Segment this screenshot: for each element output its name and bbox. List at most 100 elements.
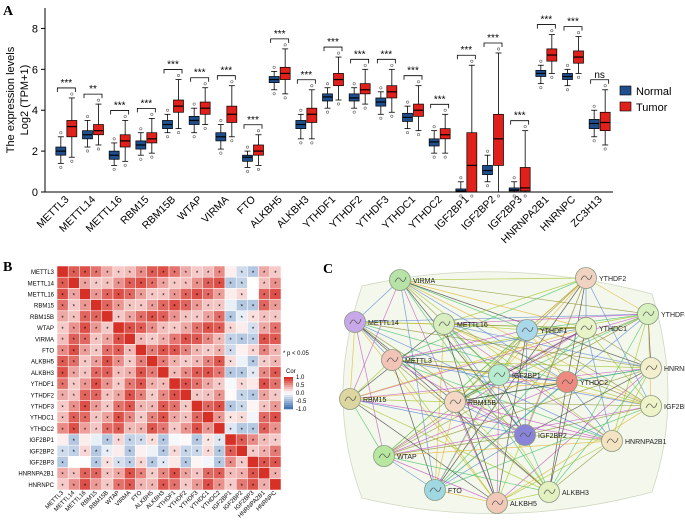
significance-star: * [73,394,76,400]
network-edge [383,434,526,457]
significance-star: * [263,405,266,411]
network-node-label: METTL16 [457,322,488,329]
outlier-point [459,194,463,198]
protein-structure-icon [645,402,658,409]
network-node-label: WTAP [397,454,417,461]
y-tick-label: 4 [32,105,38,117]
outlier-point [512,176,516,180]
significance-star: * [196,383,199,389]
protein-structure-icon [580,324,593,331]
significance-star: * [252,338,255,344]
significance-star: * [252,428,255,434]
outlier-point [470,194,474,198]
significance-star: * [162,293,165,299]
network-node [575,267,597,289]
significance-star: * [61,372,64,378]
box-normal [242,154,253,162]
outlier-point [325,82,329,86]
significance-star: * [84,305,87,311]
significance-star: * [84,394,87,400]
network-edge [349,398,456,403]
significance-star: * [185,327,188,333]
significance-label: *** [487,33,499,44]
significance-star: * [218,282,221,288]
outlier-point [299,108,303,112]
significance-star: * [263,327,266,333]
significance-star: * [218,338,221,344]
significance-star: * [173,316,176,322]
network-node [556,371,578,393]
protein-structure-icon [561,378,574,385]
significance-star: * [173,450,176,456]
significance-label: *** [380,49,392,60]
heatmap-cell [224,265,237,278]
network-edge [399,279,568,383]
heatmap-row-label: WTAP [37,326,54,332]
heatmap-cell [224,299,237,312]
protein-structure-icon [642,310,655,317]
significance-star: * [173,293,176,299]
outlier-point [97,98,101,102]
network-node [640,395,662,417]
network-edge [443,323,528,331]
network-edge [399,279,649,315]
significance-bracket [270,38,290,43]
legend-label: Tumor [636,102,668,114]
network-edge [391,277,587,361]
outlier-point [203,82,207,86]
heatmap-row-label: FTO [42,348,54,354]
network-edge [399,279,526,436]
outlier-point [166,108,170,112]
significance-star: * [73,316,76,322]
box-tumor [66,120,78,138]
significance-star: * [84,383,87,389]
network-edge [349,327,587,400]
significance-star: * [129,473,132,479]
significance-star: * [185,361,188,367]
significance-star: * [140,383,143,389]
outlier-point [352,82,356,86]
network-node [424,479,446,501]
significance-star: * [185,417,188,423]
network-edge [454,327,587,403]
significance-star: * [84,484,87,490]
heatmap-row-label: METTL14 [28,281,55,287]
significance-star: * [207,439,210,445]
network-node-label: RBM15 [363,397,386,404]
significance-star: * [140,405,143,411]
significance-label: *** [220,66,232,77]
significance-star: * [129,484,132,490]
significance-star: * [140,327,143,333]
significance-star: * [263,428,266,434]
significance-star: * [73,428,76,434]
network-edge [443,323,652,369]
network-edge [498,374,652,407]
outlier-point [336,102,340,106]
network-edge [349,398,498,504]
outlier-point [603,147,607,151]
network-edge [391,329,528,361]
colorbar-tick-label: -0.5 [296,399,307,405]
significance-star: * [73,484,76,490]
heatmap-cell [101,310,114,323]
network-edge [434,327,587,491]
significance-star: * [84,405,87,411]
network-node-label: IGF2BP2 [538,433,567,440]
colorbar-segment [284,399,293,402]
significance-star: * [263,316,266,322]
significance-star: * [185,372,188,378]
heatmap-cell [157,366,170,379]
colorbar-segment [284,377,293,380]
network-node-label: METTL14 [368,320,399,327]
significance-star: * [61,327,64,333]
significance-star: * [207,338,210,344]
significance-star: * [218,394,221,400]
significance-star: * [229,316,232,322]
significance-star: * [252,484,255,490]
significance-star: * [241,293,244,299]
network-edge [498,374,568,383]
network-node [637,303,659,325]
significance-star: * [61,473,64,479]
significance-star: * [140,361,143,367]
